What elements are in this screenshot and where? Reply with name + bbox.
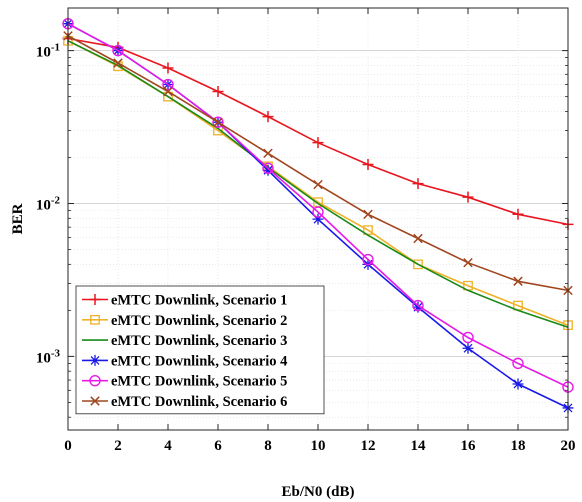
- legend-marker: [90, 396, 100, 406]
- legend-marker: [89, 375, 101, 387]
- series-marker: [212, 86, 224, 98]
- x-tick-labels: 0 2 4 6 8 10 12 14 16 18 20: [64, 438, 575, 454]
- y-tick-base: 10: [36, 45, 51, 61]
- series-marker: [312, 137, 324, 149]
- series-marker: [462, 331, 474, 344]
- series-layer: [62, 17, 574, 414]
- series-marker: [112, 44, 124, 57]
- series-marker: [312, 206, 324, 218]
- y-tick-labels: 10-110-210-3: [36, 42, 61, 367]
- series-marker: [262, 111, 274, 123]
- series-marker: [513, 276, 523, 286]
- series-marker: [312, 213, 324, 225]
- legend-label: eMTC Downlink, Scenario 5: [111, 374, 287, 390]
- legend-label: eMTC Downlink, Scenario 3: [111, 333, 287, 349]
- series-marker: [512, 208, 524, 220]
- x-tick-label: 8: [264, 438, 272, 454]
- x-tick-label: 2: [114, 438, 122, 454]
- y-tick-label: 10-2: [36, 195, 61, 214]
- x-axis-label: Eb/N0 (dB): [282, 484, 355, 500]
- series-marker: [262, 164, 274, 176]
- x-tick-label: 4: [164, 438, 172, 454]
- series-3: [67, 40, 569, 329]
- legend: eMTC Downlink, Scenario 1 eMTC Downlink, …: [75, 285, 325, 415]
- axis-ticks: [67, 8, 569, 430]
- legend-label: eMTC Downlink, Scenario 1: [111, 293, 287, 309]
- series-marker: [462, 342, 474, 354]
- series-marker: [163, 86, 173, 97]
- x-tick-label: 10: [311, 438, 326, 454]
- series-marker: [263, 148, 273, 159]
- legend-entry-4: eMTC Downlink, Scenario 4: [82, 353, 287, 369]
- series-1: [62, 33, 574, 230]
- series-marker: [413, 259, 423, 270]
- series-line: [67, 22, 569, 388]
- series-marker: [212, 116, 224, 128]
- x-tick-label: 14: [411, 438, 427, 454]
- y-tick-label: 10-1: [36, 42, 60, 61]
- x-tick-label: 12: [361, 438, 376, 454]
- legend-marker: [90, 314, 100, 325]
- legend-entry-6: eMTC Downlink, Scenario 6: [82, 394, 287, 410]
- y-tick-exponent: -2: [51, 195, 61, 207]
- legend-entry-2: eMTC Downlink, Scenario 2: [82, 313, 287, 329]
- legend-entry-5: eMTC Downlink, Scenario 5: [82, 374, 287, 390]
- x-tick-label: 16: [461, 438, 477, 454]
- series-marker: [412, 299, 424, 312]
- series-marker: [512, 357, 524, 370]
- x-tick-label: 20: [561, 438, 576, 454]
- y-tick-label: 10-3: [36, 347, 61, 366]
- legend-entry-1: eMTC Downlink, Scenario 1: [82, 293, 287, 309]
- legend-label: eMTC Downlink, Scenario 4: [111, 353, 287, 369]
- series-marker: [162, 78, 174, 91]
- series-marker: [162, 62, 174, 74]
- legend-entry-3: eMTC Downlink, Scenario 3: [82, 333, 287, 349]
- x-tick-label: 0: [64, 438, 72, 454]
- legend-marker: [89, 294, 101, 305]
- legend-label: eMTC Downlink, Scenario 6: [111, 394, 287, 410]
- y-tick-base: 10: [36, 350, 51, 366]
- series-marker: [313, 179, 323, 190]
- series-marker: [412, 178, 424, 190]
- series-line: [67, 40, 569, 329]
- series-6: [63, 31, 573, 296]
- series-marker: [362, 158, 374, 170]
- legend-label: eMTC Downlink, Scenario 2: [111, 313, 287, 329]
- legend-box: [75, 285, 325, 415]
- x-tick-label: 18: [511, 438, 526, 454]
- series-marker: [113, 58, 123, 68]
- series-marker: [213, 117, 223, 127]
- series-marker: [363, 209, 373, 220]
- y-axis-label: BER: [10, 203, 26, 234]
- legend-marker: [89, 354, 101, 366]
- series-marker: [462, 191, 474, 203]
- series-5: [62, 17, 574, 393]
- y-tick-base: 10: [36, 198, 51, 214]
- y-tick-exponent: -1: [51, 42, 60, 54]
- series-marker: [412, 301, 424, 313]
- series-marker: [413, 233, 423, 244]
- series-marker: [512, 378, 524, 390]
- series-marker: [262, 162, 274, 174]
- x-tick-label: 6: [214, 438, 222, 454]
- y-tick-exponent: -3: [51, 347, 61, 359]
- series-marker: [362, 253, 374, 266]
- series-marker: [463, 257, 473, 268]
